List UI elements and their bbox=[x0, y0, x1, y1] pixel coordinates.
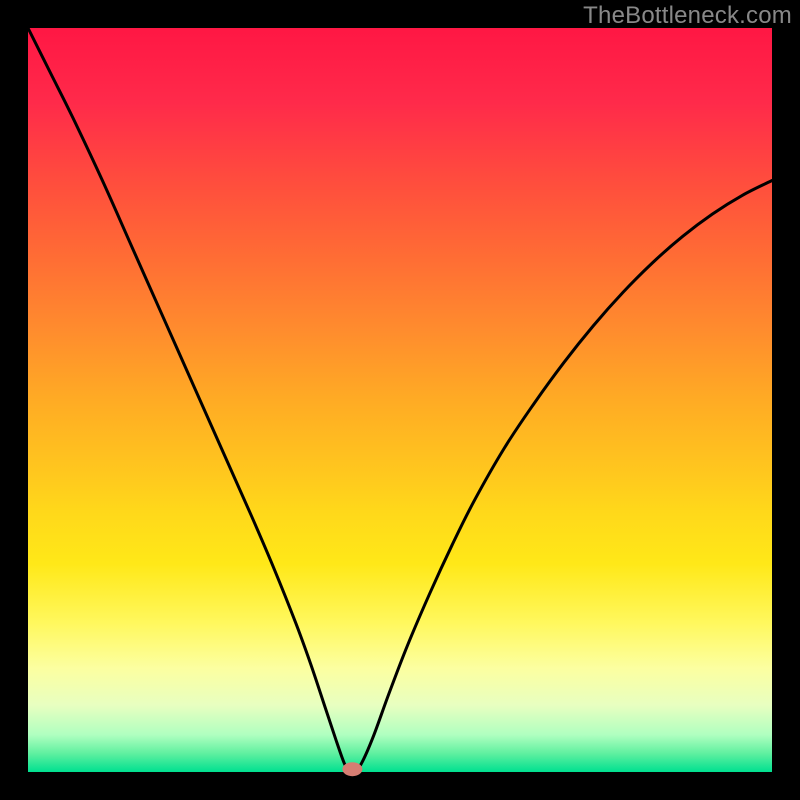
bottleneck-chart: TheBottleneck.com bbox=[0, 0, 800, 800]
optimal-point-marker bbox=[342, 762, 362, 776]
watermark-text: TheBottleneck.com bbox=[583, 2, 792, 30]
chart-svg bbox=[0, 0, 800, 800]
